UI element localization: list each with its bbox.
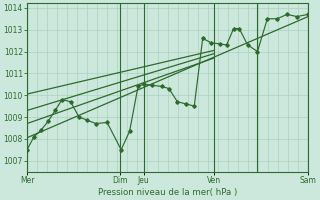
X-axis label: Pression niveau de la mer( hPa ): Pression niveau de la mer( hPa ) [98, 188, 237, 197]
